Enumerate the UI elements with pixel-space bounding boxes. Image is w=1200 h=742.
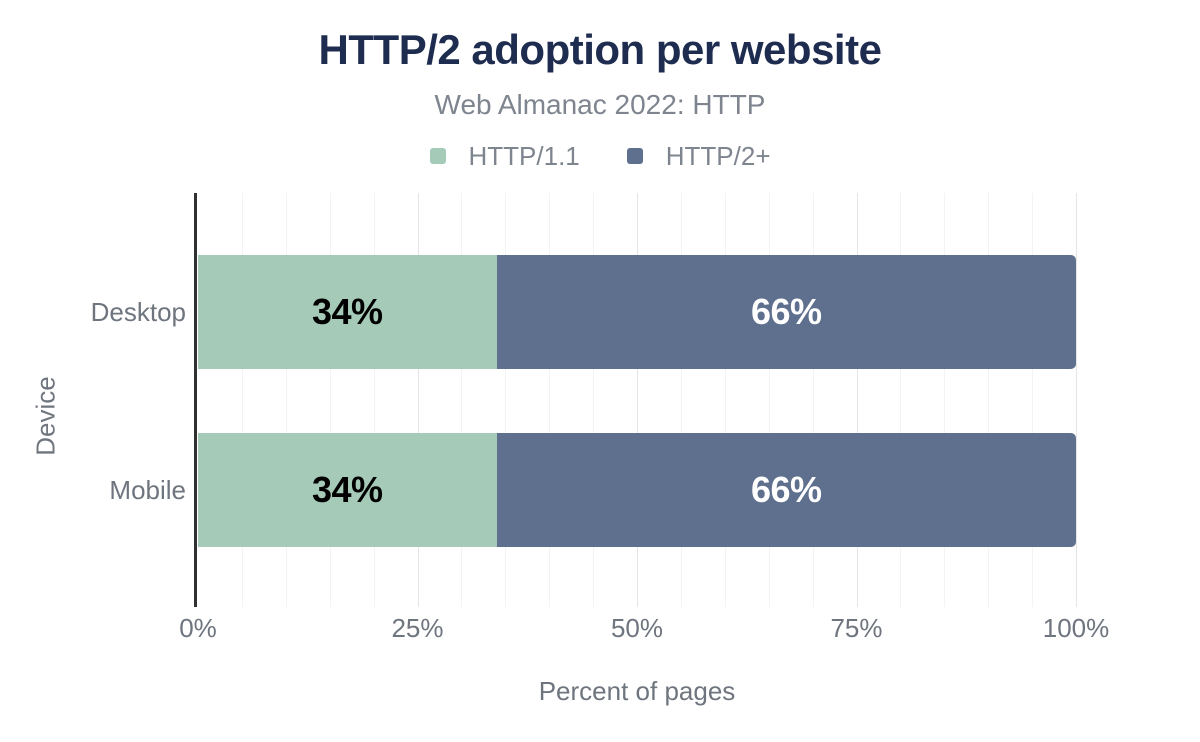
legend-swatch-icon: [429, 148, 446, 164]
legend-label: HTTP/2+: [665, 140, 771, 171]
x-tick-label-75: 75%: [830, 613, 883, 643]
bar-row-desktop: 34% 66%: [198, 255, 1076, 369]
bar-value-label: 66%: [750, 469, 822, 510]
minor-gridline: [329, 193, 331, 607]
minor-gridline: [1032, 193, 1034, 607]
x-tick-label-25: 25%: [391, 613, 444, 643]
bar-segment-desktop-http-1-1[interactable]: 34%: [198, 255, 497, 369]
bar-segment-desktop-http-2-[interactable]: 66%: [496, 255, 1076, 369]
bar-value-label: 66%: [750, 291, 822, 332]
bar-row-mobile: 34% 66%: [198, 433, 1076, 547]
major-gridline: [417, 193, 419, 607]
category-label-mobile: Mobile: [109, 475, 186, 505]
minor-gridline: [505, 193, 507, 607]
minor-gridline: [768, 193, 770, 607]
minor-gridline: [900, 193, 902, 607]
y-axis-line: [194, 193, 197, 607]
minor-gridline: [241, 193, 243, 607]
minor-gridline: [724, 193, 726, 607]
bar-segment-mobile-http-1-1[interactable]: 34%: [198, 433, 497, 547]
minor-gridline: [285, 193, 287, 607]
legend: HTTP/1.1 HTTP/2+: [0, 140, 1200, 172]
minor-gridline: [812, 193, 814, 607]
x-tick-label-100: 100%: [1042, 613, 1110, 643]
bar-value-label: 34%: [311, 469, 383, 510]
major-gridline: [637, 193, 638, 607]
bar-value-label: 34%: [311, 291, 383, 332]
x-tick-label-0: 0%: [179, 613, 217, 643]
y-axis-title: Device: [30, 376, 61, 456]
legend-item-http-1-1[interactable]: HTTP/1.1: [429, 140, 580, 172]
category-label-desktop: Desktop: [90, 297, 186, 327]
minor-gridline: [988, 193, 990, 607]
minor-gridline: [680, 193, 682, 607]
major-gridline: [1076, 193, 1077, 607]
legend-label: HTTP/1.1: [468, 140, 580, 171]
minor-gridline: [461, 193, 463, 607]
major-gridline: [856, 193, 858, 607]
bar-segment-mobile-http-2-[interactable]: 66%: [496, 433, 1076, 547]
chart-subtitle: Web Almanac 2022: HTTP: [434, 89, 766, 120]
x-axis-title: Percent of pages: [538, 676, 736, 706]
legend-swatch-icon: [626, 148, 643, 164]
minor-gridline: [549, 193, 551, 607]
legend-item-http-2-[interactable]: HTTP/2+: [626, 140, 771, 172]
minor-gridline: [373, 193, 375, 607]
x-tick-label-50: 50%: [610, 613, 664, 643]
chart-title: HTTP/2 adoption per website: [318, 26, 882, 73]
minor-gridline: [593, 193, 595, 607]
minor-gridline: [944, 193, 946, 607]
plot-area: 34% 66% 34% 66%: [194, 193, 1077, 607]
